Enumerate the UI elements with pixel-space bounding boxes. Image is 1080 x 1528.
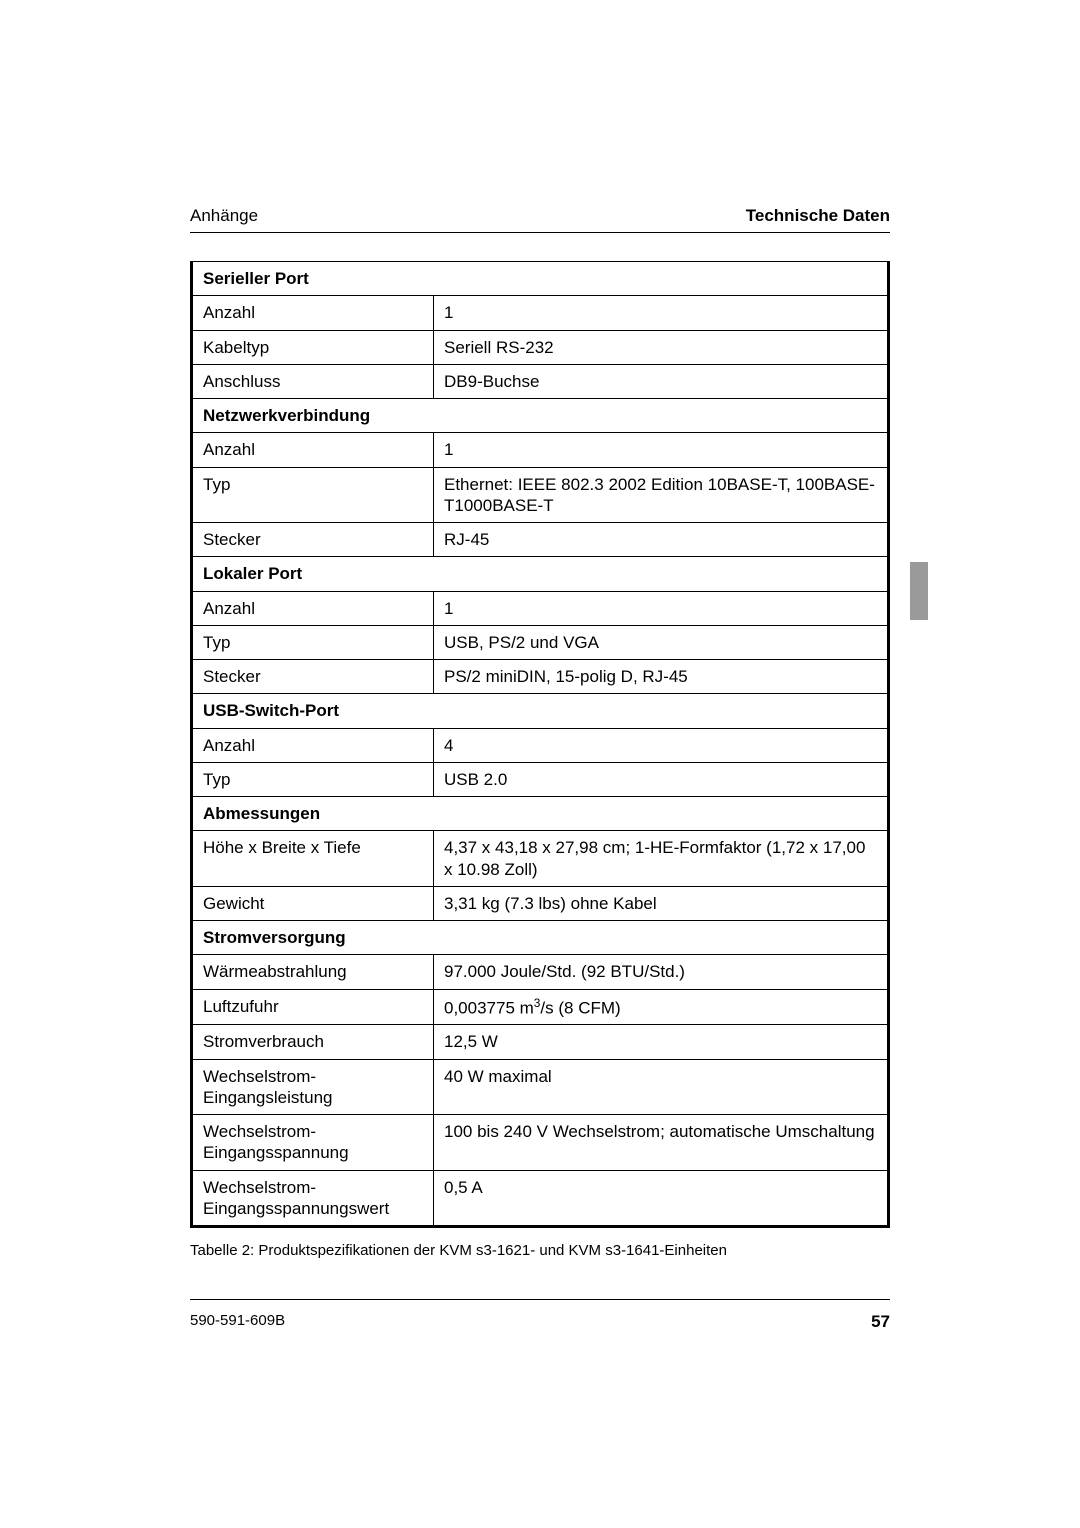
spec-label: Stecker: [192, 660, 434, 694]
footer-rule: [190, 1299, 890, 1300]
spec-label: Höhe x Breite x Tiefe: [192, 831, 434, 887]
spec-value: 12,5 W: [434, 1025, 889, 1059]
spec-value: Ethernet: IEEE 802.3 2002 Edition 10BASE…: [434, 467, 889, 523]
spec-value: 0,5 A: [434, 1170, 889, 1227]
spec-label: Anzahl: [192, 433, 434, 467]
spec-value: 100 bis 240 V Wechselstrom; automatische…: [434, 1115, 889, 1171]
spec-value: 4,37 x 43,18 x 27,98 cm; 1-HE-Formfaktor…: [434, 831, 889, 887]
table-row: SteckerRJ-45: [192, 523, 889, 557]
spec-value: Seriell RS-232: [434, 330, 889, 364]
table-row: SteckerPS/2 miniDIN, 15-polig D, RJ-45: [192, 660, 889, 694]
spec-value: DB9-Buchse: [434, 364, 889, 398]
spec-label: Anzahl: [192, 591, 434, 625]
spec-label: Anschluss: [192, 364, 434, 398]
section-header: Serieller Port: [192, 262, 889, 296]
table-row: Wärmeabstrahlung97.000 Joule/Std. (92 BT…: [192, 955, 889, 989]
table-row: TypUSB 2.0: [192, 762, 889, 796]
spec-value: 1: [434, 296, 889, 330]
spec-label: Luftzufuhr: [192, 989, 434, 1025]
spec-value: 97.000 Joule/Std. (92 BTU/Std.): [434, 955, 889, 989]
spec-label: Typ: [192, 625, 434, 659]
spec-value: 4: [434, 728, 889, 762]
spec-value: USB, PS/2 und VGA: [434, 625, 889, 659]
footer-doc-id: 590-591-609B: [190, 1312, 285, 1332]
table-row: Anzahl4: [192, 728, 889, 762]
spec-label: Anzahl: [192, 296, 434, 330]
table-row: Stromverbrauch12,5 W: [192, 1025, 889, 1059]
table-row: TypEthernet: IEEE 802.3 2002 Edition 10B…: [192, 467, 889, 523]
header-right: Technische Daten: [746, 206, 890, 226]
spec-value: 3,31 kg (7.3 lbs) ohne Kabel: [434, 886, 889, 920]
spec-value: 0,003775 m3/s (8 CFM): [434, 989, 889, 1025]
table-row: Wechselstrom-Eingangsspannung100 bis 240…: [192, 1115, 889, 1171]
table-row: TypUSB, PS/2 und VGA: [192, 625, 889, 659]
table-row: Höhe x Breite x Tiefe4,37 x 43,18 x 27,9…: [192, 831, 889, 887]
section-header: Netzwerkverbindung: [192, 399, 889, 433]
section-header: USB-Switch-Port: [192, 694, 889, 728]
table-row: Anzahl1: [192, 433, 889, 467]
table-row: AnschlussDB9-Buchse: [192, 364, 889, 398]
table-row: Wechselstrom-Eingangsspannungswert0,5 A: [192, 1170, 889, 1227]
spec-label: Stromverbrauch: [192, 1025, 434, 1059]
spec-value: USB 2.0: [434, 762, 889, 796]
spec-value: 1: [434, 433, 889, 467]
spec-label: Wechselstrom-Eingangsspannungswert: [192, 1170, 434, 1227]
table-row: Wechselstrom-Eingangsleistung40 W maxima…: [192, 1059, 889, 1115]
spec-table: Serieller PortAnzahl1KabeltypSeriell RS-…: [190, 261, 890, 1228]
spec-label: Kabeltyp: [192, 330, 434, 364]
section-header: Abmessungen: [192, 797, 889, 831]
spec-label: Wechselstrom-Eingangsleistung: [192, 1059, 434, 1115]
spec-label: Wechselstrom-Eingangsspannung: [192, 1115, 434, 1171]
spec-label: Gewicht: [192, 886, 434, 920]
spec-label: Stecker: [192, 523, 434, 557]
header-left: Anhänge: [190, 206, 258, 226]
section-header: Lokaler Port: [192, 557, 889, 591]
spec-label: Anzahl: [192, 728, 434, 762]
page-header: Anhänge Technische Daten: [190, 206, 890, 226]
spec-label: Typ: [192, 467, 434, 523]
header-rule: [190, 232, 890, 233]
spec-value: 1: [434, 591, 889, 625]
table-row: Luftzufuhr0,003775 m3/s (8 CFM): [192, 989, 889, 1025]
table-row: Anzahl1: [192, 296, 889, 330]
spec-value: PS/2 miniDIN, 15-polig D, RJ-45: [434, 660, 889, 694]
spec-label: Wärmeabstrahlung: [192, 955, 434, 989]
spec-label: Typ: [192, 762, 434, 796]
table-caption: Tabelle 2: Produktspezifikationen der KV…: [190, 1242, 890, 1259]
spec-value: 40 W maximal: [434, 1059, 889, 1115]
side-tab: [910, 562, 928, 620]
table-row: KabeltypSeriell RS-232: [192, 330, 889, 364]
table-row: Anzahl1: [192, 591, 889, 625]
section-header: Stromversorgung: [192, 921, 889, 955]
spec-value: RJ-45: [434, 523, 889, 557]
page-footer: 590-591-609B 57: [190, 1312, 890, 1332]
footer-page-number: 57: [871, 1312, 890, 1332]
table-row: Gewicht3,31 kg (7.3 lbs) ohne Kabel: [192, 886, 889, 920]
